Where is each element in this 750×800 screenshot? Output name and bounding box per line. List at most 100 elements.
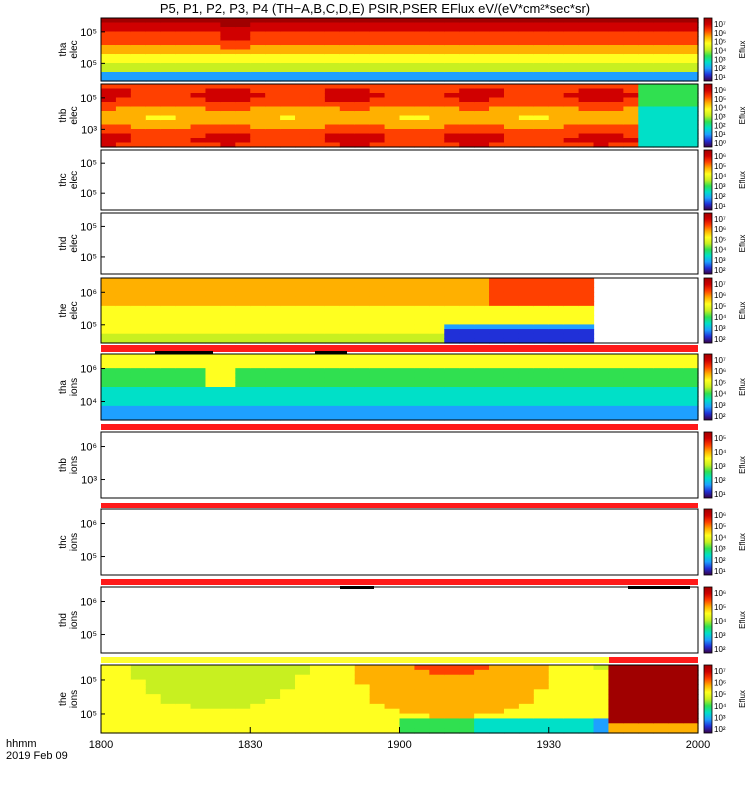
spectrogram-cell [250,324,266,330]
spectrogram-cell [429,679,445,686]
spectrogram-cell [250,40,266,46]
spectrogram-cell [280,88,296,94]
spectrogram-cell [608,142,624,148]
spectrogram-cell [444,679,460,686]
spectrogram-cell [265,728,281,734]
spectrogram-cell [354,703,371,710]
spectrogram-cell [429,669,445,676]
spectrogram-cell [235,382,251,388]
spectrogram-cell [235,58,251,64]
spectrogram-cell [280,63,296,69]
spectrogram-cell [533,36,550,42]
spectrogram-cell [638,63,654,69]
spectrogram-cell [683,18,699,24]
y-tick-label: 10⁴ [80,397,97,409]
spectrogram-cell [503,410,520,416]
spectrogram-cell [444,40,460,46]
spectrogram-cell [384,88,401,94]
spectrogram-cell [130,115,147,121]
spectrogram-cell [503,674,520,681]
spectrogram-cell [324,319,341,326]
spectrogram-cell [578,45,595,51]
spectrogram-cell [220,718,236,724]
spectrogram-cell [354,129,371,135]
spectrogram-cell [399,728,416,734]
colorbar-tick-label: 10³ [714,324,726,333]
spectrogram-cell [489,415,505,421]
spectrogram-cell [220,102,236,108]
spectrogram-cell [459,703,475,710]
spectrogram-cell [309,129,326,135]
spectrogram-cell [623,679,639,686]
spectrogram-cell [444,354,460,360]
spectrogram-cell [130,93,147,99]
spectrogram-cell [145,31,162,37]
spectrogram-cell [265,669,281,676]
spectrogram-cell [384,278,401,284]
spectrogram-cell [354,111,371,117]
spectrogram-cell [384,282,401,288]
spectrogram-cell [548,67,565,73]
spectrogram-cell [101,723,117,729]
spectrogram-cell [563,54,580,60]
spectrogram-cell [593,665,610,671]
spectrogram-cell [205,387,221,393]
spectrogram-cell [175,354,192,360]
spectrogram-cell [339,305,356,312]
spectrogram-cell [578,72,595,78]
spectrogram-cell [220,31,236,37]
spectrogram-cell [623,49,639,55]
spectrogram-cell [235,387,251,393]
spectrogram-cell [489,282,505,288]
spectrogram-cell [533,120,550,126]
spectrogram-cell [608,674,624,681]
spectrogram-cell [369,363,386,369]
spectrogram-cell [548,40,565,46]
spectrogram-cell [309,84,326,90]
spectrogram-cell [459,278,475,284]
spectrogram-cell [205,358,221,365]
spectrogram-cell [145,391,162,398]
spectrogram-cell [414,111,430,117]
spectrogram-cell [533,54,550,60]
spectrogram-cell [668,142,684,148]
spectrogram-cell [354,396,371,402]
spectrogram-cell [459,391,475,398]
colorbar [703,212,713,275]
spectrogram-cell [101,138,117,144]
spectrogram-cell [608,405,624,412]
spectrogram-cell [205,49,221,55]
spectrogram-cell [578,329,595,335]
spectrogram-cell [384,97,401,103]
spectrogram-cell [399,338,416,344]
spectrogram-cell [683,84,699,90]
spectrogram-cell [101,684,117,690]
spectrogram-cell [235,713,251,720]
spectrogram-cell [220,310,236,316]
spectrogram-cell [459,76,475,82]
spectrogram-cell [190,689,207,695]
spectrogram-cell [130,679,147,686]
spectrogram-cell [369,689,386,695]
spectrogram-cell [608,97,624,103]
spectrogram-cell [489,72,505,78]
spectrogram-cell [474,674,490,681]
spectrogram-cell [309,291,326,298]
spectrogram-cell [653,76,669,82]
spectrogram-cell [593,111,610,117]
spectrogram-cell [518,296,535,302]
spectrogram-cell [190,315,207,321]
spectrogram-cell [474,708,490,715]
y-tick-label: 10⁵ [80,221,97,233]
spectrogram-cell [668,723,684,729]
spectrogram-cell [160,287,177,293]
spectrogram-cell [638,102,654,108]
spectrogram-cell [324,699,341,705]
spectrogram-cell [683,410,699,416]
spectrogram-cell [653,368,669,374]
spectrogram-cell [518,674,535,681]
status-bar [101,579,698,585]
spectrogram-cell [593,679,610,686]
spectrogram-cell [115,333,132,339]
